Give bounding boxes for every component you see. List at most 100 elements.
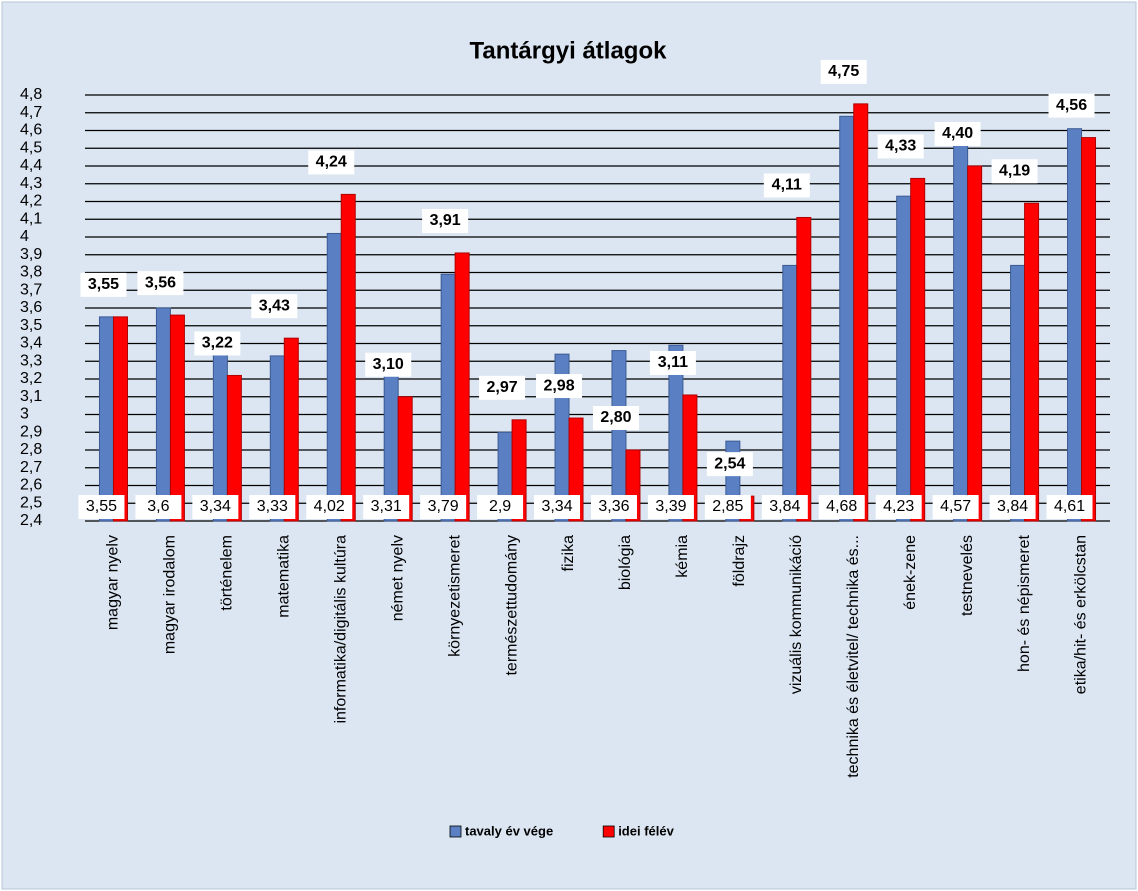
data-label-box <box>477 495 524 519</box>
data-label: 3,79 <box>428 498 459 515</box>
data-label-box <box>991 159 1038 184</box>
bar <box>1024 202 1040 522</box>
data-label: 4,11 <box>772 177 802 194</box>
data-label: 4,56 <box>1056 97 1087 114</box>
bar <box>910 177 926 522</box>
data-label-box <box>763 173 810 198</box>
data-label: 4,24 <box>316 154 347 171</box>
y-tick-label: 4,7 <box>20 104 42 121</box>
data-label: 2,85 <box>712 498 743 515</box>
data-label-box <box>192 495 239 519</box>
data-label-box <box>704 495 751 519</box>
data-label: 3,36 <box>598 498 629 515</box>
y-tick-label: 2,4 <box>20 512 42 529</box>
y-tick-label: 2,7 <box>20 459 42 476</box>
bar <box>611 350 627 522</box>
y-tick-label: 4,4 <box>20 157 42 174</box>
x-tick-label: magyar irodalom <box>162 535 179 654</box>
chart-title: Tantárgyi átlagok <box>470 37 668 64</box>
data-label-box <box>820 59 867 84</box>
data-label-box <box>135 495 182 519</box>
x-tick-label: német nyelv <box>389 535 406 621</box>
x-tick-label: informatika/digitális kultúra <box>332 535 349 724</box>
data-label-box <box>989 495 1036 519</box>
data-label-box <box>706 452 753 477</box>
bar <box>682 394 698 522</box>
data-label: 2,54 <box>714 455 745 472</box>
data-label: 2,97 <box>487 379 518 396</box>
bar <box>839 115 855 522</box>
y-tick-label: 2,9 <box>20 423 42 440</box>
x-tick-label: magyar nyelv <box>105 535 122 630</box>
data-label-box <box>534 495 581 519</box>
y-tick-label: 4,5 <box>20 139 42 156</box>
bar <box>326 232 342 522</box>
y-tick-label: 3,9 <box>20 246 42 263</box>
legend-label: tavaly év vége <box>465 823 553 838</box>
data-label-box <box>78 495 125 519</box>
data-label: 3,11 <box>658 354 688 371</box>
data-label-box <box>875 495 922 519</box>
y-tick-label: 4,3 <box>20 175 42 192</box>
legend-swatch <box>449 825 462 838</box>
data-label-box <box>592 406 639 430</box>
x-tick-label: vizuális kommunikáció <box>788 535 805 694</box>
data-label-box <box>877 134 924 159</box>
y-tick-label: 4,1 <box>20 210 42 227</box>
bar <box>98 316 114 522</box>
x-tick-label: történelem <box>219 535 236 611</box>
data-label: 3,34 <box>200 498 231 515</box>
data-label: 3,55 <box>88 276 119 293</box>
data-label-box <box>590 495 637 519</box>
x-tick-label: technika és életvitel/ technika és... <box>845 535 862 778</box>
data-label-box <box>308 150 355 175</box>
legend-label: idei félév <box>618 823 674 838</box>
data-label: 4,02 <box>314 498 345 515</box>
y-tick-label: 2,6 <box>20 477 42 494</box>
data-label: 3,6 <box>147 498 169 515</box>
bar <box>155 307 171 522</box>
data-label: 3,84 <box>769 498 800 515</box>
bar <box>796 216 812 522</box>
y-tick-label: 2,5 <box>20 494 42 511</box>
bar <box>896 195 912 522</box>
x-tick-label: biológia <box>617 535 634 590</box>
data-label-box <box>1048 93 1095 118</box>
data-label-box <box>137 271 184 296</box>
bar <box>1010 264 1026 522</box>
y-tick-label: 3,3 <box>20 352 42 369</box>
x-tick-label: környezetismeret <box>446 534 463 656</box>
bar <box>169 314 185 522</box>
x-tick-label: fizika <box>560 535 577 572</box>
data-label: 3,91 <box>430 212 461 229</box>
bar <box>1067 128 1083 522</box>
data-label: 3,33 <box>257 498 288 515</box>
data-label: 4,68 <box>826 498 857 515</box>
data-label: 4,61 <box>1054 498 1085 515</box>
bar <box>440 273 456 522</box>
data-label-box <box>818 495 865 519</box>
y-tick-label: 3,5 <box>20 317 42 334</box>
x-tick-label: ének-zene <box>902 535 919 610</box>
data-label: 3,22 <box>202 335 233 352</box>
bar <box>782 264 798 522</box>
y-tick-label: 4 <box>20 228 29 245</box>
data-label: 3,39 <box>655 498 686 515</box>
bar <box>967 165 983 522</box>
y-tick-label: 3,4 <box>20 335 42 352</box>
data-label-box <box>422 208 469 233</box>
data-label-box <box>647 495 694 519</box>
x-tick-label: testnevelés <box>959 535 976 616</box>
x-tick-label: etika/hit- és erkölcstan <box>1073 535 1090 694</box>
data-label-box <box>536 374 583 399</box>
data-label: 4,23 <box>883 498 914 515</box>
data-label: 4,33 <box>885 138 916 155</box>
data-label-box <box>194 331 241 356</box>
x-tick-label: természettudomány <box>503 535 520 676</box>
bar <box>397 396 413 522</box>
data-label: 3,10 <box>373 356 404 373</box>
data-label-box <box>365 352 412 377</box>
y-tick-label: 3,1 <box>20 388 42 405</box>
data-label-box <box>479 375 526 400</box>
